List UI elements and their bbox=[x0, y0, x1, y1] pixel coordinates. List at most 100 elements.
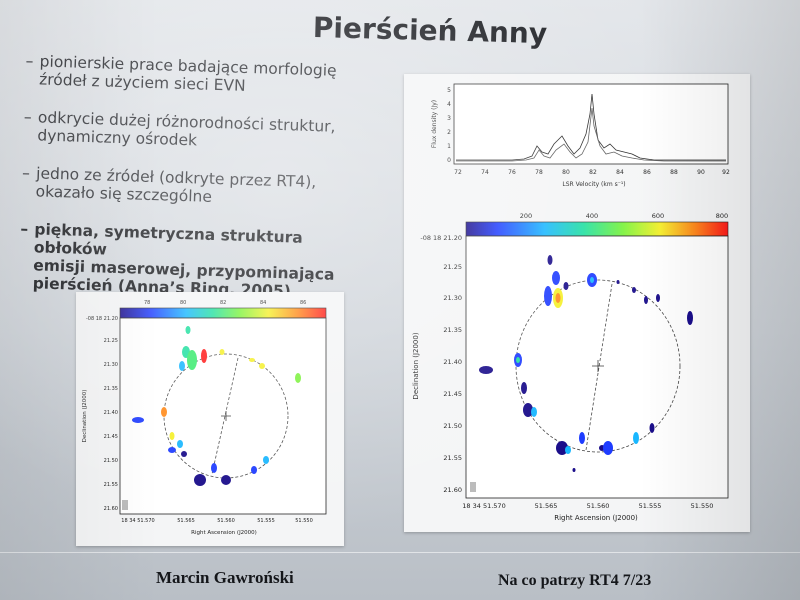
maser-spot bbox=[249, 358, 255, 362]
y-tick-label: 21.55 bbox=[104, 482, 118, 488]
maser-spot bbox=[565, 446, 571, 454]
colorbar-tick: 78 bbox=[144, 300, 150, 306]
x-tick-label: 51.550 bbox=[295, 518, 313, 524]
maser-spot bbox=[161, 407, 167, 417]
maser-spot bbox=[555, 293, 561, 303]
footer-author: Marcin Gawroński bbox=[156, 568, 294, 587]
maser-spot bbox=[259, 363, 265, 369]
maser-spot bbox=[187, 350, 197, 370]
y-axis-label: Declination (J2000) bbox=[82, 390, 88, 443]
bullet-text: odkrycie dużej różnorodności struktur, d… bbox=[37, 108, 336, 153]
ring-axis-line bbox=[585, 283, 613, 451]
maser-spot bbox=[531, 407, 537, 417]
maser-spot bbox=[547, 255, 553, 265]
maser-spot bbox=[168, 447, 176, 453]
y-tick-label: 21.30 bbox=[104, 362, 118, 368]
x-tick-label: 51.560 bbox=[217, 518, 235, 524]
y-tick-label: 21.50 bbox=[443, 422, 462, 430]
x-tick-label: 51.565 bbox=[177, 518, 195, 524]
maser-spot bbox=[556, 441, 568, 455]
spectrum-y-tick: 1 bbox=[447, 143, 451, 150]
y-tick-label: 21.35 bbox=[104, 386, 118, 392]
maser-spots bbox=[132, 326, 301, 486]
colorbar-tick: 400 bbox=[586, 212, 598, 220]
x-tick-label: 51.565 bbox=[535, 502, 558, 510]
maser-spot bbox=[132, 417, 144, 423]
spectrum-x-tick: 72 bbox=[454, 169, 462, 176]
y-tick-label: 21.40 bbox=[104, 410, 118, 416]
beam-marker bbox=[470, 482, 476, 492]
maser-spot bbox=[211, 463, 217, 473]
footer-divider bbox=[0, 552, 800, 553]
maser-spot bbox=[169, 432, 175, 440]
x-axis-label: Right Ascension (J2000) bbox=[191, 530, 257, 536]
spectrum-x-tick: 80 bbox=[562, 169, 570, 176]
spectrum-x-tick: 76 bbox=[508, 169, 516, 176]
spectrum-y-tick: 2 bbox=[447, 129, 451, 136]
spectrum-y-tick: 5 bbox=[447, 87, 451, 94]
colorbar-tick: 80 bbox=[180, 300, 186, 306]
spectrum-frame bbox=[453, 83, 729, 165]
spectrum-y-tick: 0 bbox=[447, 157, 451, 164]
y-tick-label: -08 18 21.20 bbox=[86, 316, 118, 322]
spectrum-x-tick: 92 bbox=[722, 169, 730, 176]
maser-spot bbox=[179, 361, 185, 371]
maser-spot bbox=[479, 366, 493, 374]
maser-spot bbox=[603, 441, 613, 455]
spectrum-x-tick: 82 bbox=[589, 169, 597, 176]
spectrum-curve-1 bbox=[456, 93, 726, 161]
maser-spot bbox=[523, 403, 533, 417]
maser-spot bbox=[687, 311, 693, 325]
bullet-item: – odkrycie dużej różnorodności struktur,… bbox=[23, 108, 384, 155]
spectrum-y-label: Flux density (Jy) bbox=[431, 100, 438, 148]
spectrum-and-map-figure: 0 1 2 3 4 5 72 74 76 78 80 82 84 86 88 9… bbox=[412, 83, 730, 522]
maser-spots bbox=[479, 255, 693, 472]
colorbar-tick: 82 bbox=[220, 300, 226, 306]
spectrum-x-tick: 74 bbox=[481, 169, 489, 176]
maser-spot bbox=[552, 271, 560, 285]
bullet-text: piękna, symetryczna struktura obłoków em… bbox=[32, 220, 380, 303]
colorbar-tick: 84 bbox=[260, 300, 266, 306]
colorbar bbox=[465, 221, 729, 237]
maser-spot bbox=[572, 468, 576, 472]
maser-spot bbox=[185, 326, 191, 334]
colorbar bbox=[119, 307, 327, 319]
maser-spot bbox=[649, 423, 655, 433]
slide-title: Pierścień Anny bbox=[312, 10, 548, 51]
ring-center-cross bbox=[221, 411, 231, 421]
maser-spot bbox=[521, 382, 527, 394]
x-tick-label: 51.555 bbox=[257, 518, 275, 524]
maser-spot bbox=[544, 286, 552, 306]
x-tick-label: 18 34 51.570 bbox=[462, 502, 505, 510]
maser-spot bbox=[579, 432, 585, 444]
spectrum-x-tick: 86 bbox=[643, 169, 651, 176]
maser-spot bbox=[219, 349, 225, 355]
y-tick-label: 21.25 bbox=[104, 338, 118, 344]
beam-marker bbox=[122, 500, 128, 510]
bullet-text: jedno ze źródeł (odkryte przez RT4), oka… bbox=[35, 164, 316, 209]
bullet-dash: – bbox=[25, 52, 34, 71]
maser-spot bbox=[194, 474, 206, 486]
bullet-dash: – bbox=[21, 163, 31, 183]
y-tick-label: 21.60 bbox=[443, 486, 462, 494]
maser-spot bbox=[656, 294, 660, 302]
y-tick-label: 21.25 bbox=[443, 263, 462, 271]
y-tick-label: -08 18 21.20 bbox=[420, 234, 462, 242]
y-tick-label: 21.45 bbox=[104, 434, 118, 440]
ring-map-velocity-plot: 78 80 82 84 86 -08 18 21.20 21.25 21.30 … bbox=[82, 300, 327, 536]
y-tick-label: 21.30 bbox=[443, 294, 462, 302]
x-axis-label: Right Ascension (J2000) bbox=[554, 514, 638, 522]
map-frame bbox=[465, 235, 729, 499]
ring-center-cross bbox=[592, 360, 604, 372]
y-tick-label: 21.40 bbox=[443, 358, 462, 366]
y-tick-label: 21.55 bbox=[443, 454, 462, 462]
spectrum-x-tick: 78 bbox=[535, 169, 543, 176]
spectrum-and-ring-map-panel: 0 1 2 3 4 5 72 74 76 78 80 82 84 86 88 9… bbox=[404, 74, 750, 532]
bullet-item-highlight: – piękna, symetryczna struktura obłoków … bbox=[18, 220, 380, 303]
y-tick-label: 21.35 bbox=[443, 326, 462, 334]
maser-spot bbox=[251, 466, 257, 474]
spectrum-curve-2 bbox=[456, 107, 726, 162]
maser-spot bbox=[181, 451, 187, 457]
spectrum-x-label: LSR Velocity (km s⁻¹) bbox=[562, 181, 625, 188]
